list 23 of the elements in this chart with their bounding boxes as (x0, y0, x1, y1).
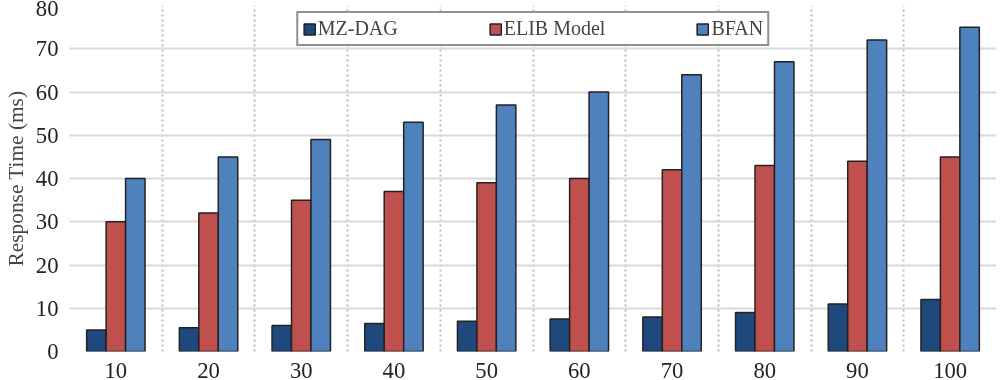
y-tick-label: 0 (47, 339, 59, 364)
legend-label: ELIB Model (503, 17, 606, 40)
legend-label: MZ-DAG (317, 17, 398, 40)
y-tick-label: 10 (35, 295, 59, 321)
y-tick-label: 80 (35, 0, 59, 21)
x-tick-label: 30 (289, 357, 313, 380)
y-tick-label: 40 (35, 166, 59, 191)
y-tick-label: 50 (35, 122, 59, 148)
y-axis-title: Response Time (ms) (3, 90, 28, 267)
x-tick-label: 20 (197, 357, 220, 380)
y-tick-label: 70 (35, 36, 59, 62)
y-tick-label: 20 (35, 252, 59, 278)
x-tick-label: 80 (753, 357, 777, 380)
x-tick-label: 40 (382, 357, 406, 380)
x-tick-label: 70 (660, 357, 684, 380)
x-tick-label: 10 (104, 357, 128, 380)
x-tick-label: 100 (933, 357, 968, 380)
x-tick-label: 50 (475, 357, 498, 380)
x-tick-label: 60 (568, 357, 591, 380)
legend-label: BFAN (711, 17, 764, 40)
y-tick-label: 30 (35, 209, 59, 235)
y-tick-label: 60 (35, 79, 59, 105)
x-tick-label: 90 (846, 357, 869, 380)
